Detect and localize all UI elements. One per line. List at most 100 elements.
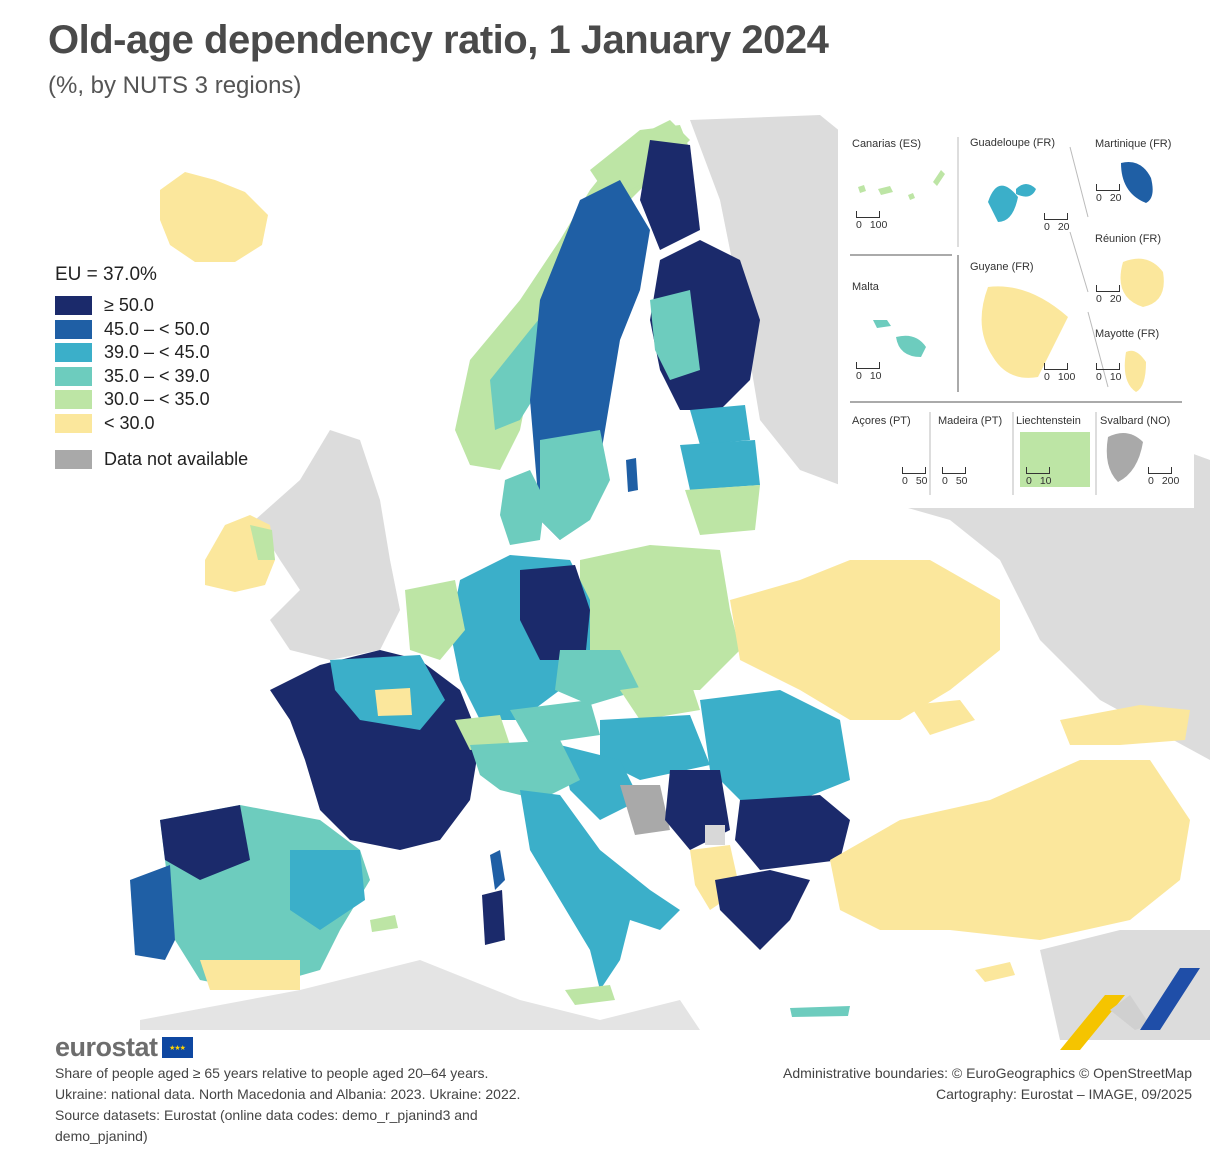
inset-label: Açores (PT) [852, 415, 911, 427]
legend-class-label: ≥ 50.0 [104, 295, 154, 316]
legend-class-label: 30.0 – < 35.0 [104, 389, 210, 410]
credits-line: Cartography: Eurostat – IMAGE, 09/2025 [935, 1086, 1192, 1102]
eurostat-logo: eurostat ★★★ [55, 1032, 193, 1063]
map-subtitle: (%, by NUTS 3 regions) [48, 72, 302, 99]
cyprus [975, 962, 1015, 982]
inset-label: Madeira (PT) [938, 415, 1003, 427]
estonia [690, 405, 750, 445]
footnote-line: Source datasets: Eurostat (online data c… [55, 1107, 478, 1144]
italy [520, 790, 680, 990]
inset-label: Guadeloupe (FR) [970, 137, 1055, 149]
bosnia [620, 785, 670, 835]
inset-guadeloupe-islands [988, 184, 1036, 222]
legend-swatch [55, 450, 92, 470]
crimea [910, 700, 975, 735]
gotland [626, 458, 638, 492]
spain-south [200, 960, 300, 990]
scale-bar: 0 100 [856, 211, 887, 231]
finland-south [650, 290, 700, 380]
north-africa-landmass [140, 960, 700, 1030]
kosovo [705, 825, 725, 845]
brand-swoosh-yellow [1060, 995, 1125, 1050]
scale-bar: 0 20 [1096, 285, 1122, 305]
portugal [130, 865, 175, 960]
eu-flag-icon: ★★★ [161, 1037, 193, 1058]
inset-label: Canarias (ES) [852, 138, 922, 150]
lithuania [685, 485, 760, 535]
italy-north [470, 740, 580, 800]
legend-class-label: 45.0 – < 50.0 [104, 318, 210, 339]
legend-class: 39.0 – < 45.0 [55, 341, 248, 365]
scale-bar: 0 20 [1096, 184, 1122, 204]
balearics [370, 915, 398, 932]
scale-bar: 0 10 [856, 362, 882, 382]
sardinia [482, 890, 505, 945]
inset-label: Liechtenstein [1016, 415, 1081, 427]
greece [715, 870, 810, 950]
legend: EU = 37.0% ≥ 50.0 45.0 – < 50.0 39.0 – <… [55, 264, 248, 472]
scale-bar: 0 100 [1044, 363, 1075, 383]
credits: Administrative boundaries: © EuroGeograp… [783, 1063, 1192, 1105]
scale-bar: 0 10 [1096, 363, 1122, 383]
legend-swatch [55, 343, 92, 363]
inset-label: Malta [852, 281, 879, 293]
legend-swatch [55, 413, 92, 433]
scale-bar: 0 200 [1148, 467, 1179, 487]
inset-svalbard-islands [1106, 433, 1143, 482]
benelux [405, 580, 465, 660]
sweden-north [640, 140, 700, 250]
inset-malta-islands [873, 320, 926, 357]
croatia-slovenia [560, 745, 640, 820]
inset-canarias-islands [858, 170, 945, 200]
sicily [565, 985, 615, 1005]
germany-east [520, 565, 590, 660]
scale-bar: 0 50 [942, 467, 968, 487]
bulgaria [735, 795, 850, 870]
inset-label: Mayotte (FR) [1095, 328, 1160, 340]
footnote-line: Share of people aged ≥ 65 years relative… [55, 1065, 489, 1081]
romania [700, 690, 850, 800]
brand-swoosh-blue [1140, 968, 1200, 1030]
legend-class: 30.0 – < 35.0 [55, 388, 248, 412]
inset-label: Guyane (FR) [970, 261, 1034, 273]
ireland-east [250, 525, 275, 560]
corsica [490, 850, 505, 890]
map-title: Old-age dependency ratio, 1 January 2024 [48, 18, 829, 62]
turkey [830, 760, 1190, 940]
georgia-caucasus [1060, 705, 1190, 745]
inset-guyane [981, 286, 1068, 378]
inset-martinique-island [1121, 162, 1153, 203]
inset-label: Réunion (FR) [1095, 233, 1162, 245]
inset-frames [850, 137, 1182, 495]
uk-landmass [255, 430, 400, 660]
legend-swatch [55, 390, 92, 410]
inset-label: Svalbard (NO) [1100, 415, 1171, 427]
legend-not-available: Data not available [55, 448, 248, 472]
legend-class: < 30.0 [55, 412, 248, 436]
footnote-line: Ukraine: national data. North Macedonia … [55, 1086, 521, 1102]
legend-class-label: 39.0 – < 45.0 [104, 342, 210, 363]
legend-class-label: Data not available [104, 449, 249, 470]
scale-bar: 0 20 [1044, 213, 1070, 233]
inset-label: Martinique (FR) [1095, 138, 1172, 150]
legend-swatch [55, 319, 92, 339]
austria [510, 700, 600, 745]
inset-mayotte-island [1124, 350, 1146, 392]
legend-eu-average: EU = 37.0% [55, 264, 157, 285]
legend-class: ≥ 50.0 [55, 294, 248, 318]
slovakia [620, 680, 700, 720]
legend-swatch [55, 366, 92, 386]
sweden-south [540, 430, 610, 540]
crete [790, 1006, 850, 1017]
switzerland [455, 715, 510, 750]
ukraine [730, 560, 1000, 720]
legend-class-label: 35.0 – < 39.0 [104, 365, 210, 386]
logo-text: eurostat [55, 1032, 158, 1062]
latvia [680, 440, 760, 490]
spain-northwest [160, 805, 250, 880]
brand-swoosh-grey [1110, 995, 1150, 1030]
legend-swatch [55, 296, 92, 316]
denmark [500, 470, 545, 545]
scale-bar: 0 50 [902, 467, 928, 487]
